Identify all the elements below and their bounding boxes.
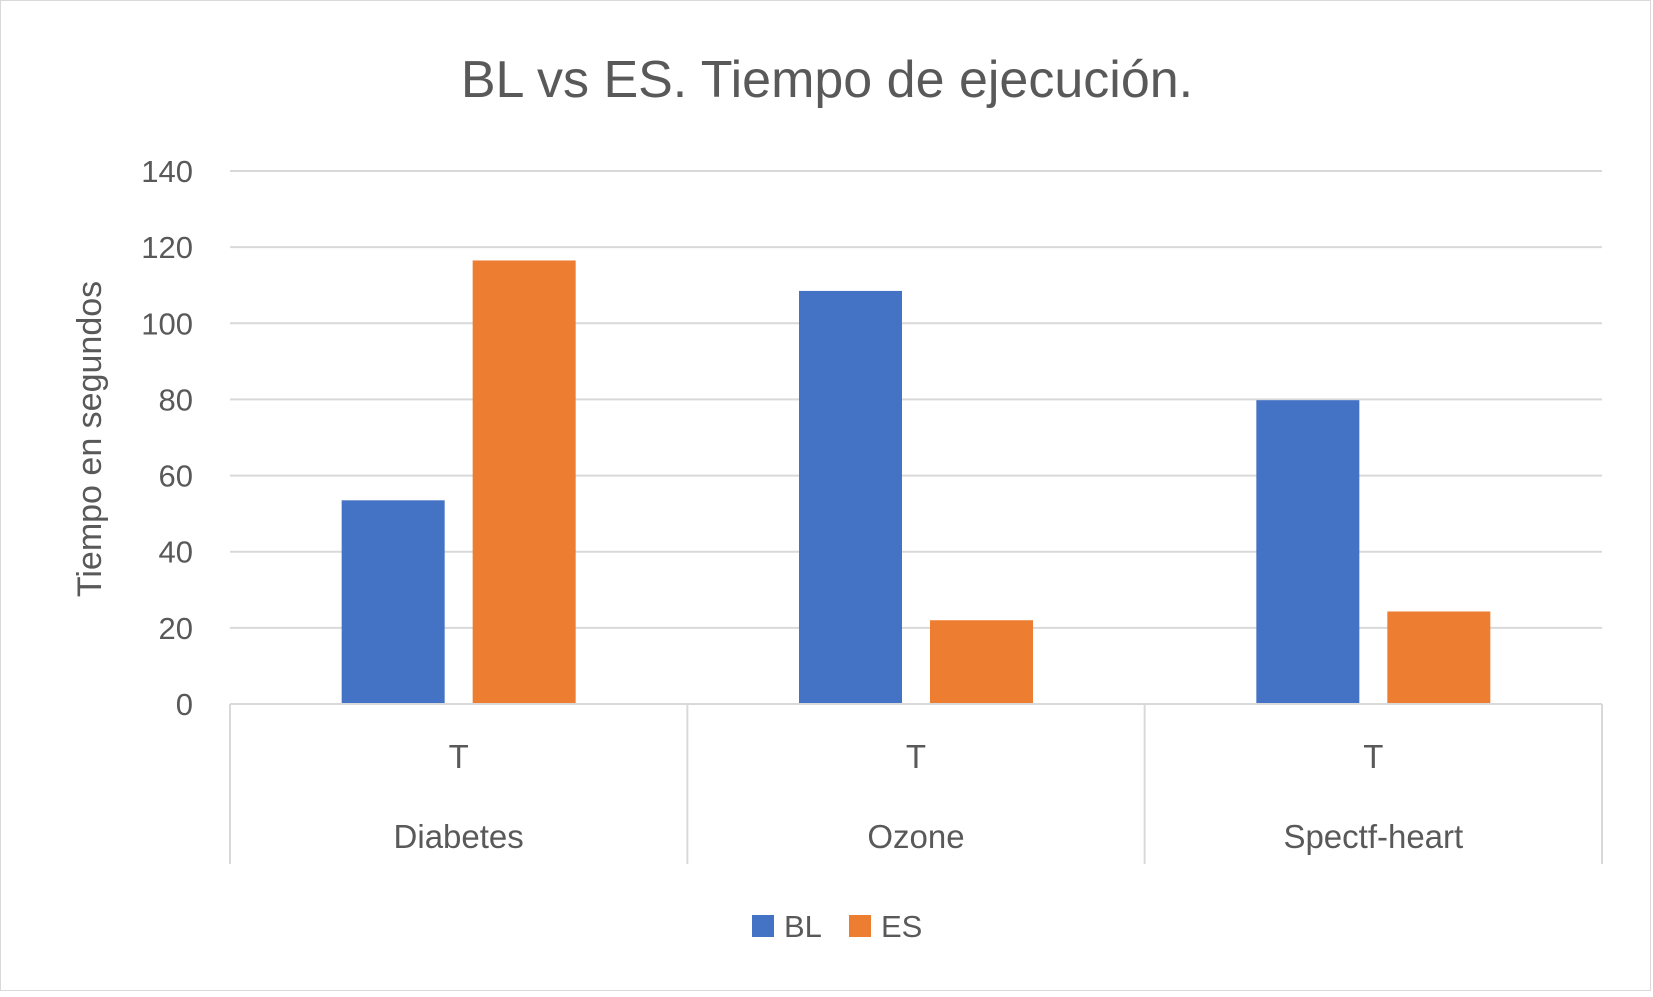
x-tick-label: T — [906, 738, 926, 775]
y-tick-label: 100 — [141, 306, 193, 341]
bars — [341, 260, 1491, 704]
y-tick-label: 80 — [159, 382, 193, 417]
y-tick-label: 0 — [176, 687, 193, 722]
bar-es-spectf-heart — [1387, 611, 1491, 704]
x-axis: T Diabetes T Ozone T Spectf-heart — [229, 703, 1603, 864]
gridlines — [230, 170, 1602, 629]
y-tick-label: 60 — [159, 459, 193, 494]
legend-label-bl: BL — [784, 909, 822, 944]
x-tick-label: T — [449, 738, 469, 775]
y-tick-label: 140 — [141, 154, 193, 189]
bar-es-diabetes — [472, 260, 576, 704]
legend-label-es: ES — [881, 909, 922, 944]
y-tick-label: 40 — [159, 535, 193, 570]
y-tick-label: 20 — [159, 611, 193, 646]
x-tick-label: T — [1363, 738, 1383, 775]
bar-bl-ozone — [799, 290, 902, 704]
bar-es-ozone — [930, 620, 1033, 704]
legend-swatch-bl — [752, 915, 774, 937]
bar-bl-spectf-heart — [1256, 400, 1360, 704]
chart-title: BL vs ES. Tiempo de ejecución. — [461, 51, 1193, 109]
x-group-label: Diabetes — [394, 818, 524, 855]
legend: BL ES — [752, 909, 922, 944]
y-axis-ticks: 0 20 40 60 80 100 120 140 — [141, 154, 193, 722]
bar-bl-diabetes — [341, 500, 445, 704]
x-group-label: Spectf-heart — [1283, 818, 1463, 855]
legend-swatch-es — [849, 915, 871, 937]
y-tick-label: 120 — [141, 230, 193, 265]
y-axis-label: Tiempo en segundos — [71, 281, 109, 597]
x-group-label: Ozone — [867, 818, 964, 855]
